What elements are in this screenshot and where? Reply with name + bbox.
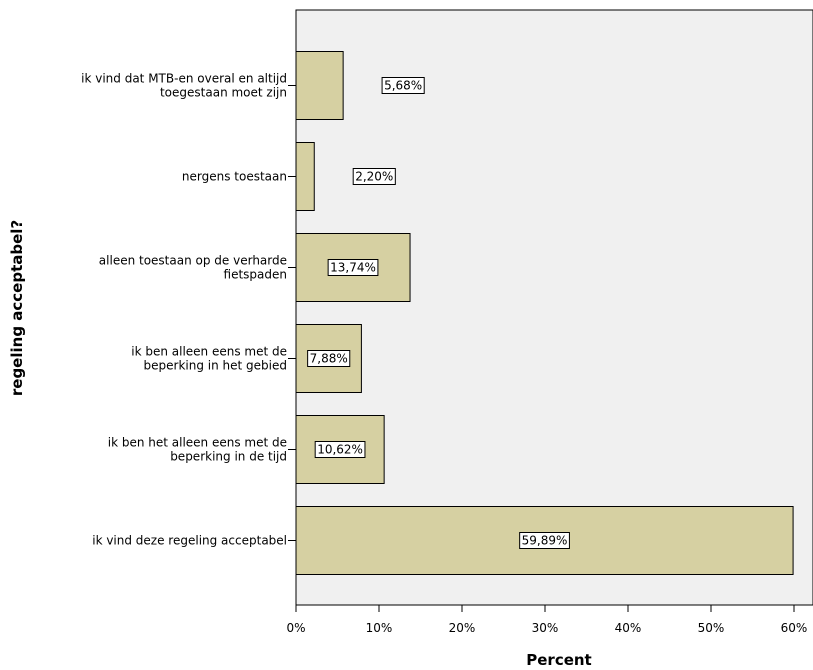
data-label: 13,74% bbox=[330, 261, 376, 275]
data-label: 59,89% bbox=[522, 534, 568, 548]
x-tick-label: 60% bbox=[781, 621, 808, 635]
data-label: 2,20% bbox=[355, 170, 393, 184]
bars-layer bbox=[295, 51, 794, 575]
category-label: ik vind dat MTB-en overal en altijd bbox=[81, 72, 287, 86]
x-tick-label: 40% bbox=[615, 621, 642, 635]
category-label: ik vind deze regeling acceptabel bbox=[92, 534, 287, 548]
category-label: ik ben het alleen eens met de bbox=[108, 436, 287, 450]
category-label: beperking in het gebied bbox=[144, 359, 287, 373]
x-tick-label: 50% bbox=[698, 621, 725, 635]
category-label: nergens toestaan bbox=[182, 170, 287, 184]
data-label-box bbox=[307, 350, 351, 367]
value-labels-layer: 5,68% 2,20% 13,74% 7,88% 10,62% 59,89% bbox=[307, 77, 570, 549]
bar bbox=[295, 51, 344, 120]
x-axis-title: Percent bbox=[526, 651, 591, 669]
data-label: 10,62% bbox=[317, 443, 363, 457]
category-label: fietspaden bbox=[224, 268, 287, 282]
category-labels-layer: ik vind dat MTB-en overal en altijdtoege… bbox=[81, 72, 296, 548]
data-label-box bbox=[314, 441, 366, 458]
x-tick-label: 10% bbox=[366, 621, 393, 635]
y-axis-title: regeling acceptabel? bbox=[8, 220, 26, 396]
x-tick-label: 30% bbox=[532, 621, 559, 635]
x-axis: 0% 10% 20% 30% 40% 50% 60% bbox=[286, 604, 813, 635]
data-label-box bbox=[381, 77, 425, 94]
data-label-box bbox=[519, 532, 570, 549]
category-label: toegestaan moet zijn bbox=[160, 86, 287, 100]
data-label-box bbox=[327, 259, 379, 276]
category-label: alleen toestaan op de verharde bbox=[99, 254, 287, 268]
bar bbox=[295, 142, 315, 211]
x-tick-label: 20% bbox=[449, 621, 476, 635]
category-label: beperking in de tijd bbox=[170, 450, 287, 464]
category-label: ik ben alleen eens met de bbox=[131, 345, 287, 359]
data-label: 7,88% bbox=[310, 352, 348, 366]
x-tick-label: 0% bbox=[286, 621, 305, 635]
data-label: 5,68% bbox=[384, 79, 422, 93]
data-label-box bbox=[352, 168, 396, 185]
plot-area bbox=[295, 9, 813, 606]
